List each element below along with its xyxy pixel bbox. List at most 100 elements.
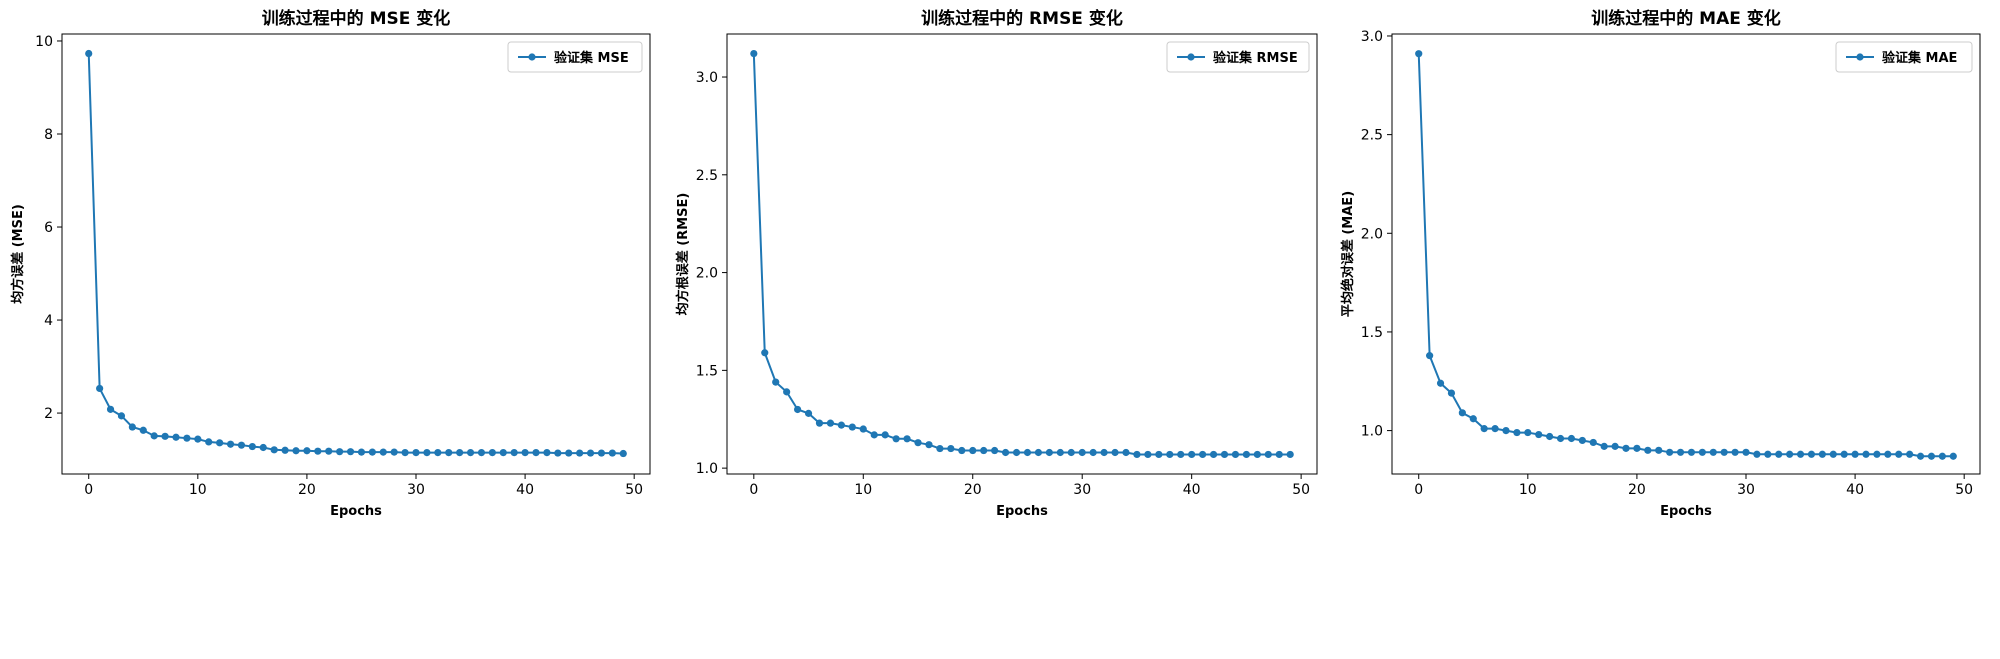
data-point [1067, 448, 1075, 457]
data-point [1589, 438, 1597, 447]
data-point [1927, 452, 1936, 460]
data-point [772, 378, 780, 386]
axes-frame [61, 33, 651, 475]
data-point [1796, 450, 1805, 458]
y-axis-label: 均方根误差 (RMSE) [675, 193, 691, 316]
y-tick-label: 8 [44, 127, 53, 143]
data-point [1242, 450, 1250, 459]
data-point [1818, 450, 1826, 458]
data-point [1644, 446, 1652, 454]
data-point [1469, 415, 1477, 423]
x-tick-label: 20 [964, 482, 982, 498]
data-point [1426, 352, 1434, 360]
data-point [608, 449, 616, 457]
data-point [936, 444, 944, 453]
x-tick-label: 30 [407, 482, 425, 498]
data-point [859, 425, 867, 433]
data-point [1709, 448, 1717, 456]
y-tick-label: 2.0 [696, 266, 718, 282]
data-point [1177, 450, 1185, 459]
legend-label: 验证集 MAE [1882, 50, 1957, 66]
y-tick-label: 6 [44, 220, 53, 236]
data-point [1949, 452, 1957, 460]
legend-marker [528, 53, 536, 61]
data-point [390, 448, 398, 456]
data-point [1775, 450, 1783, 458]
data-point [1829, 450, 1837, 458]
data-point [837, 421, 845, 429]
legend-box [1835, 41, 1973, 73]
data-point [1916, 452, 1925, 460]
data-point [488, 449, 496, 457]
data-point [237, 441, 246, 449]
data-point [1578, 436, 1586, 445]
y-tick-label: 3.0 [696, 70, 718, 86]
x-tick-label: 0 [1414, 482, 1423, 498]
chart-title: 训练过程中的 MAE 变化 [1591, 8, 1781, 29]
data-point [783, 388, 791, 396]
data-point [554, 449, 562, 457]
data-point [477, 449, 486, 457]
legend-box [507, 41, 643, 73]
y-tick-label: 2.5 [1361, 128, 1383, 144]
data-point [1034, 448, 1043, 457]
y-tick-label: 3.0 [1361, 29, 1383, 45]
data-point [1056, 448, 1064, 457]
axes-frame [726, 33, 1318, 475]
data-point [1111, 448, 1119, 457]
data-point [1764, 450, 1772, 458]
data-point [532, 449, 540, 457]
data-point [1567, 434, 1576, 443]
data-point [401, 449, 409, 457]
data-point [1524, 428, 1532, 437]
data-point [1220, 450, 1229, 459]
data-point [1458, 409, 1466, 417]
y-tick-label: 2.0 [1361, 226, 1383, 242]
mae-chart: 训练过程中的 MAE 变化 0 10 20 30 40 50 1.0 1.5 2.0 2.5 3.0 E… [1340, 8, 1981, 519]
y-tick-label: 2 [44, 406, 53, 422]
data-point [434, 449, 442, 457]
data-point [85, 49, 93, 58]
data-point [1144, 450, 1152, 459]
x-tick-label: 10 [1519, 482, 1537, 498]
data-point [914, 439, 922, 447]
legend-label: 验证集 RMSE [1213, 50, 1298, 66]
data-point [1873, 450, 1881, 458]
y-tick-label: 1.0 [1361, 424, 1383, 440]
data-point [270, 446, 278, 454]
x-tick-label: 40 [1846, 482, 1864, 498]
x-tick-label: 50 [1955, 482, 1973, 498]
data-point [1600, 442, 1608, 450]
data-point [1884, 450, 1892, 458]
x-axis-label: Epochs [330, 504, 382, 519]
x-axis-label: Epochs [996, 504, 1048, 519]
data-point [172, 433, 180, 441]
data-point [248, 442, 256, 451]
chart-title: 训练过程中的 MSE 变化 [262, 8, 451, 29]
data-point [445, 449, 453, 457]
x-tick-label: 20 [1628, 482, 1646, 498]
x-axis-label: Epochs [1660, 504, 1712, 519]
data-point [456, 449, 464, 457]
data-point [466, 449, 475, 457]
data-point [150, 432, 158, 440]
data-point [1938, 452, 1946, 460]
data-point [1100, 448, 1108, 457]
data-point [1753, 450, 1761, 458]
data-point [139, 426, 147, 434]
data-point [1231, 450, 1240, 459]
data-point [947, 444, 955, 453]
data-point [1001, 448, 1010, 457]
data-point [368, 448, 376, 456]
x-tick-label: 40 [516, 482, 534, 498]
y-tick-label: 10 [35, 34, 53, 50]
data-point [1012, 448, 1021, 457]
y-tick-label: 1.5 [696, 363, 718, 379]
x-tick-label: 0 [84, 482, 93, 498]
data-point [423, 449, 431, 457]
x-tick-label: 30 [1073, 482, 1091, 498]
data-point [870, 431, 878, 439]
data-point [161, 432, 169, 440]
data-point [1742, 448, 1750, 456]
